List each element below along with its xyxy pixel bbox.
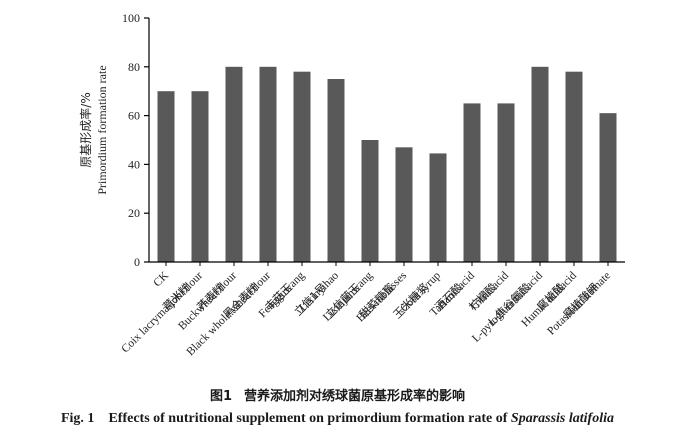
bar bbox=[157, 91, 175, 262]
bars-group bbox=[157, 66, 617, 263]
bar bbox=[429, 153, 447, 262]
bar bbox=[327, 79, 345, 262]
y-tick-label: 100 bbox=[122, 11, 140, 25]
x-tick-label-chinese: 柠檬酸 bbox=[466, 280, 499, 313]
figure-caption-chinese: 图1 营养添加剂对绣球菌原基形成率的影响 bbox=[0, 385, 675, 404]
x-tick-label-chinese: 薏米粉 bbox=[161, 281, 194, 314]
caption-en-number: Fig. 1 bbox=[60, 411, 95, 426]
y-tick-label: 60 bbox=[128, 109, 140, 123]
caption-en-species: Sparassis latifolia bbox=[510, 411, 614, 426]
x-tick-label-chinese: 丰菇王 bbox=[262, 280, 295, 313]
bar-chart: 原基形成率/% Primordium formation rate 0 20 40 6… bbox=[78, 11, 625, 358]
y-axis-label-english: Primordium formation rate bbox=[95, 65, 109, 194]
bar bbox=[531, 66, 549, 262]
x-tick-label-chinese: 腐植酸 bbox=[534, 280, 567, 313]
y-tick-label: 40 bbox=[128, 157, 140, 171]
y-axis-label-chinese: 原基形成率/% bbox=[78, 92, 93, 167]
x-tick-label-chinese: 酒石酸 bbox=[432, 280, 465, 313]
y-tick-label: 20 bbox=[128, 206, 140, 220]
bar bbox=[361, 140, 379, 262]
x-tick-label-english: CK bbox=[151, 269, 171, 289]
x-axis bbox=[149, 261, 625, 266]
y-tick-label: 80 bbox=[128, 60, 140, 74]
caption-cn-text: 营养添加剂对绣球菌原基形成率的影响 bbox=[244, 389, 466, 404]
bar bbox=[395, 147, 413, 262]
bar bbox=[599, 113, 617, 262]
bar bbox=[463, 103, 481, 263]
bar bbox=[565, 71, 583, 263]
bar bbox=[497, 103, 515, 263]
caption-en-text: Effects of nutritional supplement on pri… bbox=[108, 411, 508, 426]
figure-caption-english: Fig. 1 Effects of nutritional supplement … bbox=[0, 411, 675, 427]
caption-cn-number: 图1 bbox=[209, 389, 233, 404]
bar bbox=[259, 66, 277, 262]
bar bbox=[191, 91, 209, 262]
bar bbox=[293, 71, 311, 263]
bar bbox=[225, 66, 243, 262]
y-tick-label: 0 bbox=[134, 255, 140, 269]
x-tick-label-chinese: 荞麦粉 bbox=[195, 281, 228, 314]
y-axis: 0 20 40 60 80 100 bbox=[122, 11, 150, 269]
